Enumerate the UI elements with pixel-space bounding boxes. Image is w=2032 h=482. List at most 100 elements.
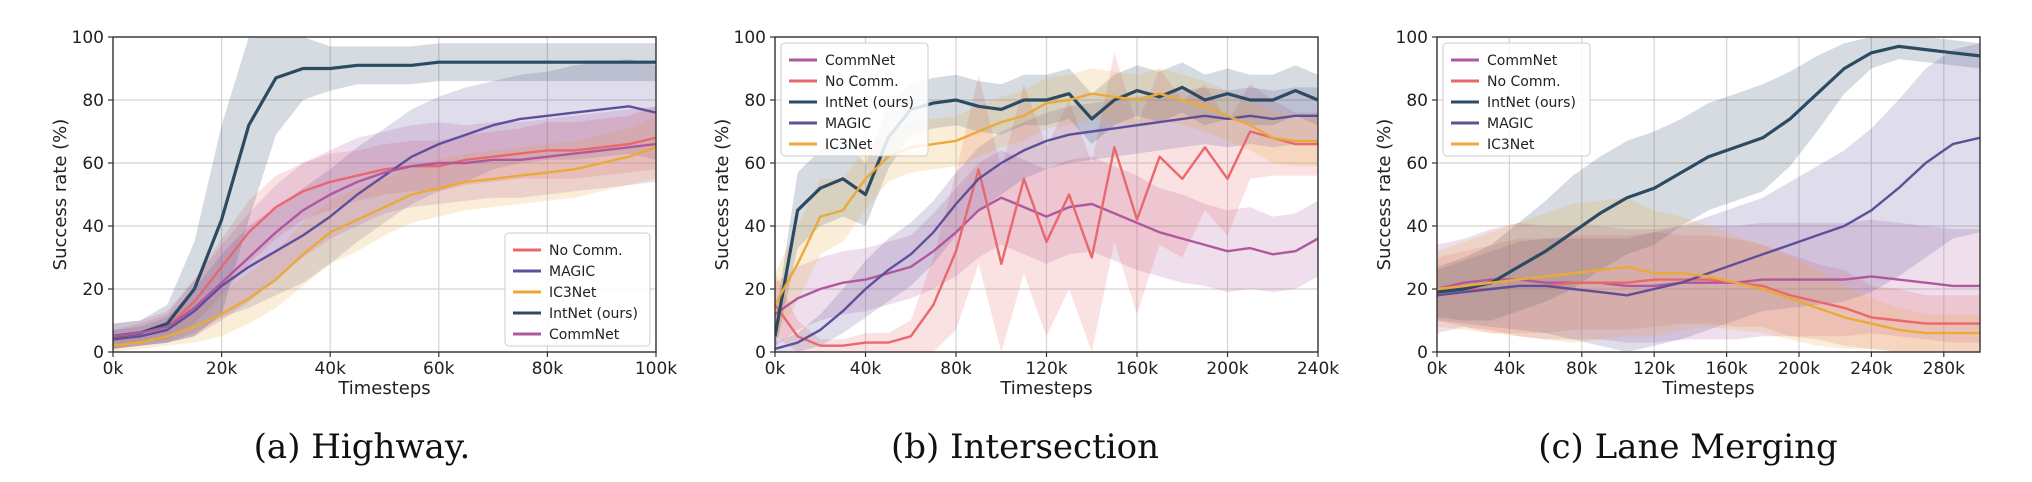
series-line-nocomm [113, 136, 656, 341]
series-line-commnet [113, 142, 656, 338]
y-tick-label: 80 [1406, 91, 1428, 111]
legend-entry-magic: MAGIC [825, 116, 871, 132]
legend-entry-commnet: CommNet [825, 53, 896, 69]
x-tick-label: 120k [1633, 359, 1675, 379]
legend-box [780, 42, 929, 157]
x-tick-label: 200k [1206, 359, 1248, 379]
panel-caption: (b) Intersection [891, 427, 1159, 467]
band-intnet [1437, 37, 1980, 321]
legend: CommNet No Comm. IntNet (ours) MAGIC IC3Net [1442, 42, 1591, 157]
x-tick-label: 240k [1850, 359, 1892, 379]
y-tick-label: 80 [744, 91, 766, 111]
x-tick-label: 120k [1025, 359, 1067, 379]
legend: CommNet No Comm. IntNet (ours) MAGIC IC3Net [780, 42, 929, 157]
panel-caption: (a) Highway. [254, 427, 471, 467]
series-line-magic [1437, 136, 1980, 297]
legend-entry-nocomm: No Comm. [1487, 74, 1561, 90]
x-tick-label: 0k [1427, 359, 1448, 379]
legend-entry-intnet: IntNet (ours) [1487, 95, 1576, 111]
series-line-magic [113, 105, 656, 341]
x-tick-label: 40k [314, 359, 346, 379]
y-tick-label: 0 [1417, 343, 1428, 363]
band-commnet [775, 150, 1318, 346]
x-tick-label: 240k [1297, 359, 1339, 379]
series-line-magic [775, 114, 1318, 351]
x-tick-label: 280k [1923, 359, 1965, 379]
band-nocomm [113, 106, 656, 349]
series-line-intnet [775, 85, 1318, 337]
series-line-nocomm [775, 130, 1318, 347]
y-tick-label: 100 [72, 28, 104, 48]
y-tick-label: 60 [1406, 154, 1428, 174]
series-line-ic3net [113, 146, 656, 347]
x-axis-label: Timesteps [999, 378, 1092, 399]
plot-frame [112, 36, 657, 353]
y-tick-label: 60 [82, 154, 104, 174]
y-tick-label: 0 [755, 343, 766, 363]
legend-entry-commnet: CommNet [1487, 53, 1558, 69]
y-tick-label: 100 [1396, 28, 1428, 48]
y-tick-label: 40 [744, 217, 766, 237]
chart-panel-1: 0k 40k 80k 120k 160k 200k 240k 0 20 40 60 80 100 Time… [712, 28, 1339, 467]
legend-entry-nocomm: No Comm. [825, 74, 899, 90]
x-tick-label: 0k [765, 359, 786, 379]
legend-entry-ic3net: IC3Net [825, 137, 873, 153]
legend-entry-magic: MAGIC [549, 264, 595, 280]
x-tick-label: 20k [206, 359, 238, 379]
band-intnet [113, 37, 656, 349]
series-line-commnet [775, 196, 1318, 316]
x-tick-label: 160k [1116, 359, 1158, 379]
plot-area [113, 37, 656, 352]
legend-entry-commnet: CommNet [549, 327, 620, 343]
legend-entry-ic3net: IC3Net [1487, 137, 1535, 153]
x-tick-label: 80k [940, 359, 972, 379]
y-axis-label: Success rate (%) [712, 119, 733, 271]
legend-entry-intnet: IntNet (ours) [549, 306, 638, 322]
legend-box [1442, 42, 1591, 157]
series-line-intnet [1437, 44, 1980, 294]
series-line-ic3net [1437, 265, 1980, 335]
y-tick-label: 80 [82, 91, 104, 111]
series-line-ic3net [775, 92, 1318, 306]
y-tick-label: 0 [93, 343, 104, 363]
y-axis-label: Success rate (%) [50, 119, 71, 271]
band-commnet [113, 106, 656, 349]
series-line-commnet [1437, 275, 1980, 291]
band-magic [1437, 43, 1980, 352]
x-tick-label: 200k [1778, 359, 1820, 379]
x-tick-label: 80k [532, 359, 564, 379]
legend-entry-ic3net: IC3Net [549, 285, 597, 301]
y-tick-label: 100 [734, 28, 766, 48]
band-nocomm [775, 52, 1318, 352]
y-axis-label: Success rate (%) [1374, 119, 1395, 271]
x-tick-label: 40k [1494, 359, 1526, 379]
band-magic [775, 87, 1318, 352]
x-axis-label: Timesteps [337, 378, 430, 399]
x-tick-label: 40k [850, 359, 882, 379]
y-tick-label: 20 [744, 280, 766, 300]
y-tick-label: 20 [82, 280, 104, 300]
legend-entry-magic: MAGIC [1487, 116, 1533, 132]
band-magic [113, 59, 656, 349]
legend: No Comm. MAGIC IC3Net IntNet (ours) CommNet [504, 232, 651, 347]
x-tick-label: 80k [1566, 359, 1598, 379]
legend-entry-intnet: IntNet (ours) [825, 95, 914, 111]
y-tick-label: 60 [744, 154, 766, 174]
panel-caption: (c) Lane Merging [1538, 427, 1838, 467]
legend-entry-nocomm: No Comm. [549, 243, 623, 259]
band-commnet [1437, 219, 1980, 343]
chart-panel-0: 0k 20k 40k 60k 80k 100k 0 20 40 60 80 100 Timesteps S… [50, 28, 677, 467]
chart-panel-2: 0k 40k 80k 120k 160k 200k 240k 280k 0 20 40 60 80 100… [1374, 28, 1981, 467]
series-line-intnet [113, 60, 656, 338]
x-tick-label: 0k [103, 359, 124, 379]
x-tick-label: 60k [423, 359, 455, 379]
plot-frame [1436, 36, 1981, 353]
x-axis-label: Timesteps [1661, 378, 1754, 399]
y-tick-label: 20 [1406, 280, 1428, 300]
plot-area [1437, 37, 1980, 352]
x-tick-label: 160k [1705, 359, 1747, 379]
y-tick-label: 40 [82, 217, 104, 237]
legend-box [504, 232, 651, 347]
band-nocomm [1437, 232, 1980, 352]
